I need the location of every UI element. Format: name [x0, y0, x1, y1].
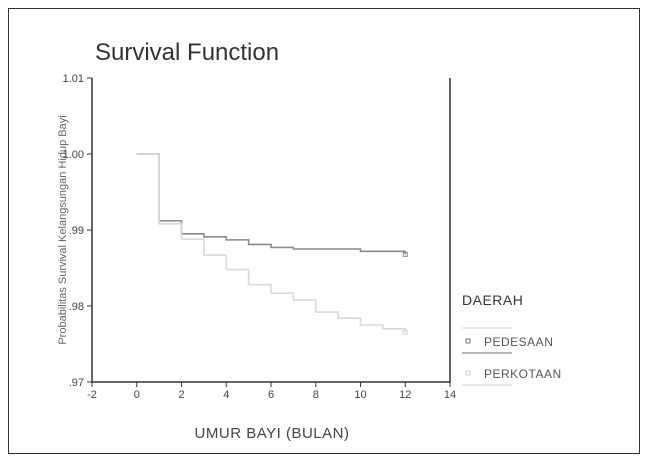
x-tick-label: -2	[87, 389, 97, 401]
series-line-perkotaan	[136, 153, 407, 333]
y-tick-label: 1.01	[63, 73, 84, 85]
x-tick-label: 0	[134, 389, 140, 401]
legend-title: DAERAH	[462, 292, 523, 308]
x-tick-label: 12	[399, 389, 411, 401]
legend: DAERAH PEDESAAN PERKOTAAN	[462, 292, 562, 386]
y-axis-label: Probabilitas Survival Kelangsungan Hidup…	[57, 115, 69, 344]
x-tick-label: 2	[178, 389, 184, 401]
axes-group	[91, 78, 451, 383]
chart-frame	[8, 8, 640, 454]
x-tick-label: 6	[268, 389, 274, 401]
series-line-pedesaan	[136, 153, 407, 255]
y-tick-label: .99	[69, 225, 84, 237]
censor-mark	[402, 330, 408, 336]
legend-marker-perkotaan	[465, 370, 471, 376]
x-tick-label: 8	[313, 389, 319, 401]
legend-marker-pedesaan	[465, 338, 471, 344]
legend-label-perkotaan: PERKOTAAN	[484, 367, 562, 381]
x-tick-label: 10	[354, 389, 366, 401]
y-tick-label: 1.00	[63, 149, 84, 161]
legend-label-pedesaan: PEDESAAN	[484, 335, 553, 349]
x-tick-label: 4	[223, 389, 229, 401]
y-tick-label: .97	[69, 377, 84, 389]
y-tick-label: .98	[69, 301, 84, 313]
ticks-group: -2 0 2 4 6 8 10 12 14 .97 .98 .99 1.00 1.01	[63, 73, 457, 401]
series-group	[136, 153, 408, 336]
x-axis-label: UMUR BAYI (BULAN)	[195, 425, 350, 442]
chart-title: Survival Function	[95, 39, 279, 66]
x-tick-label: 14	[444, 389, 456, 401]
censor-mark	[402, 251, 408, 257]
